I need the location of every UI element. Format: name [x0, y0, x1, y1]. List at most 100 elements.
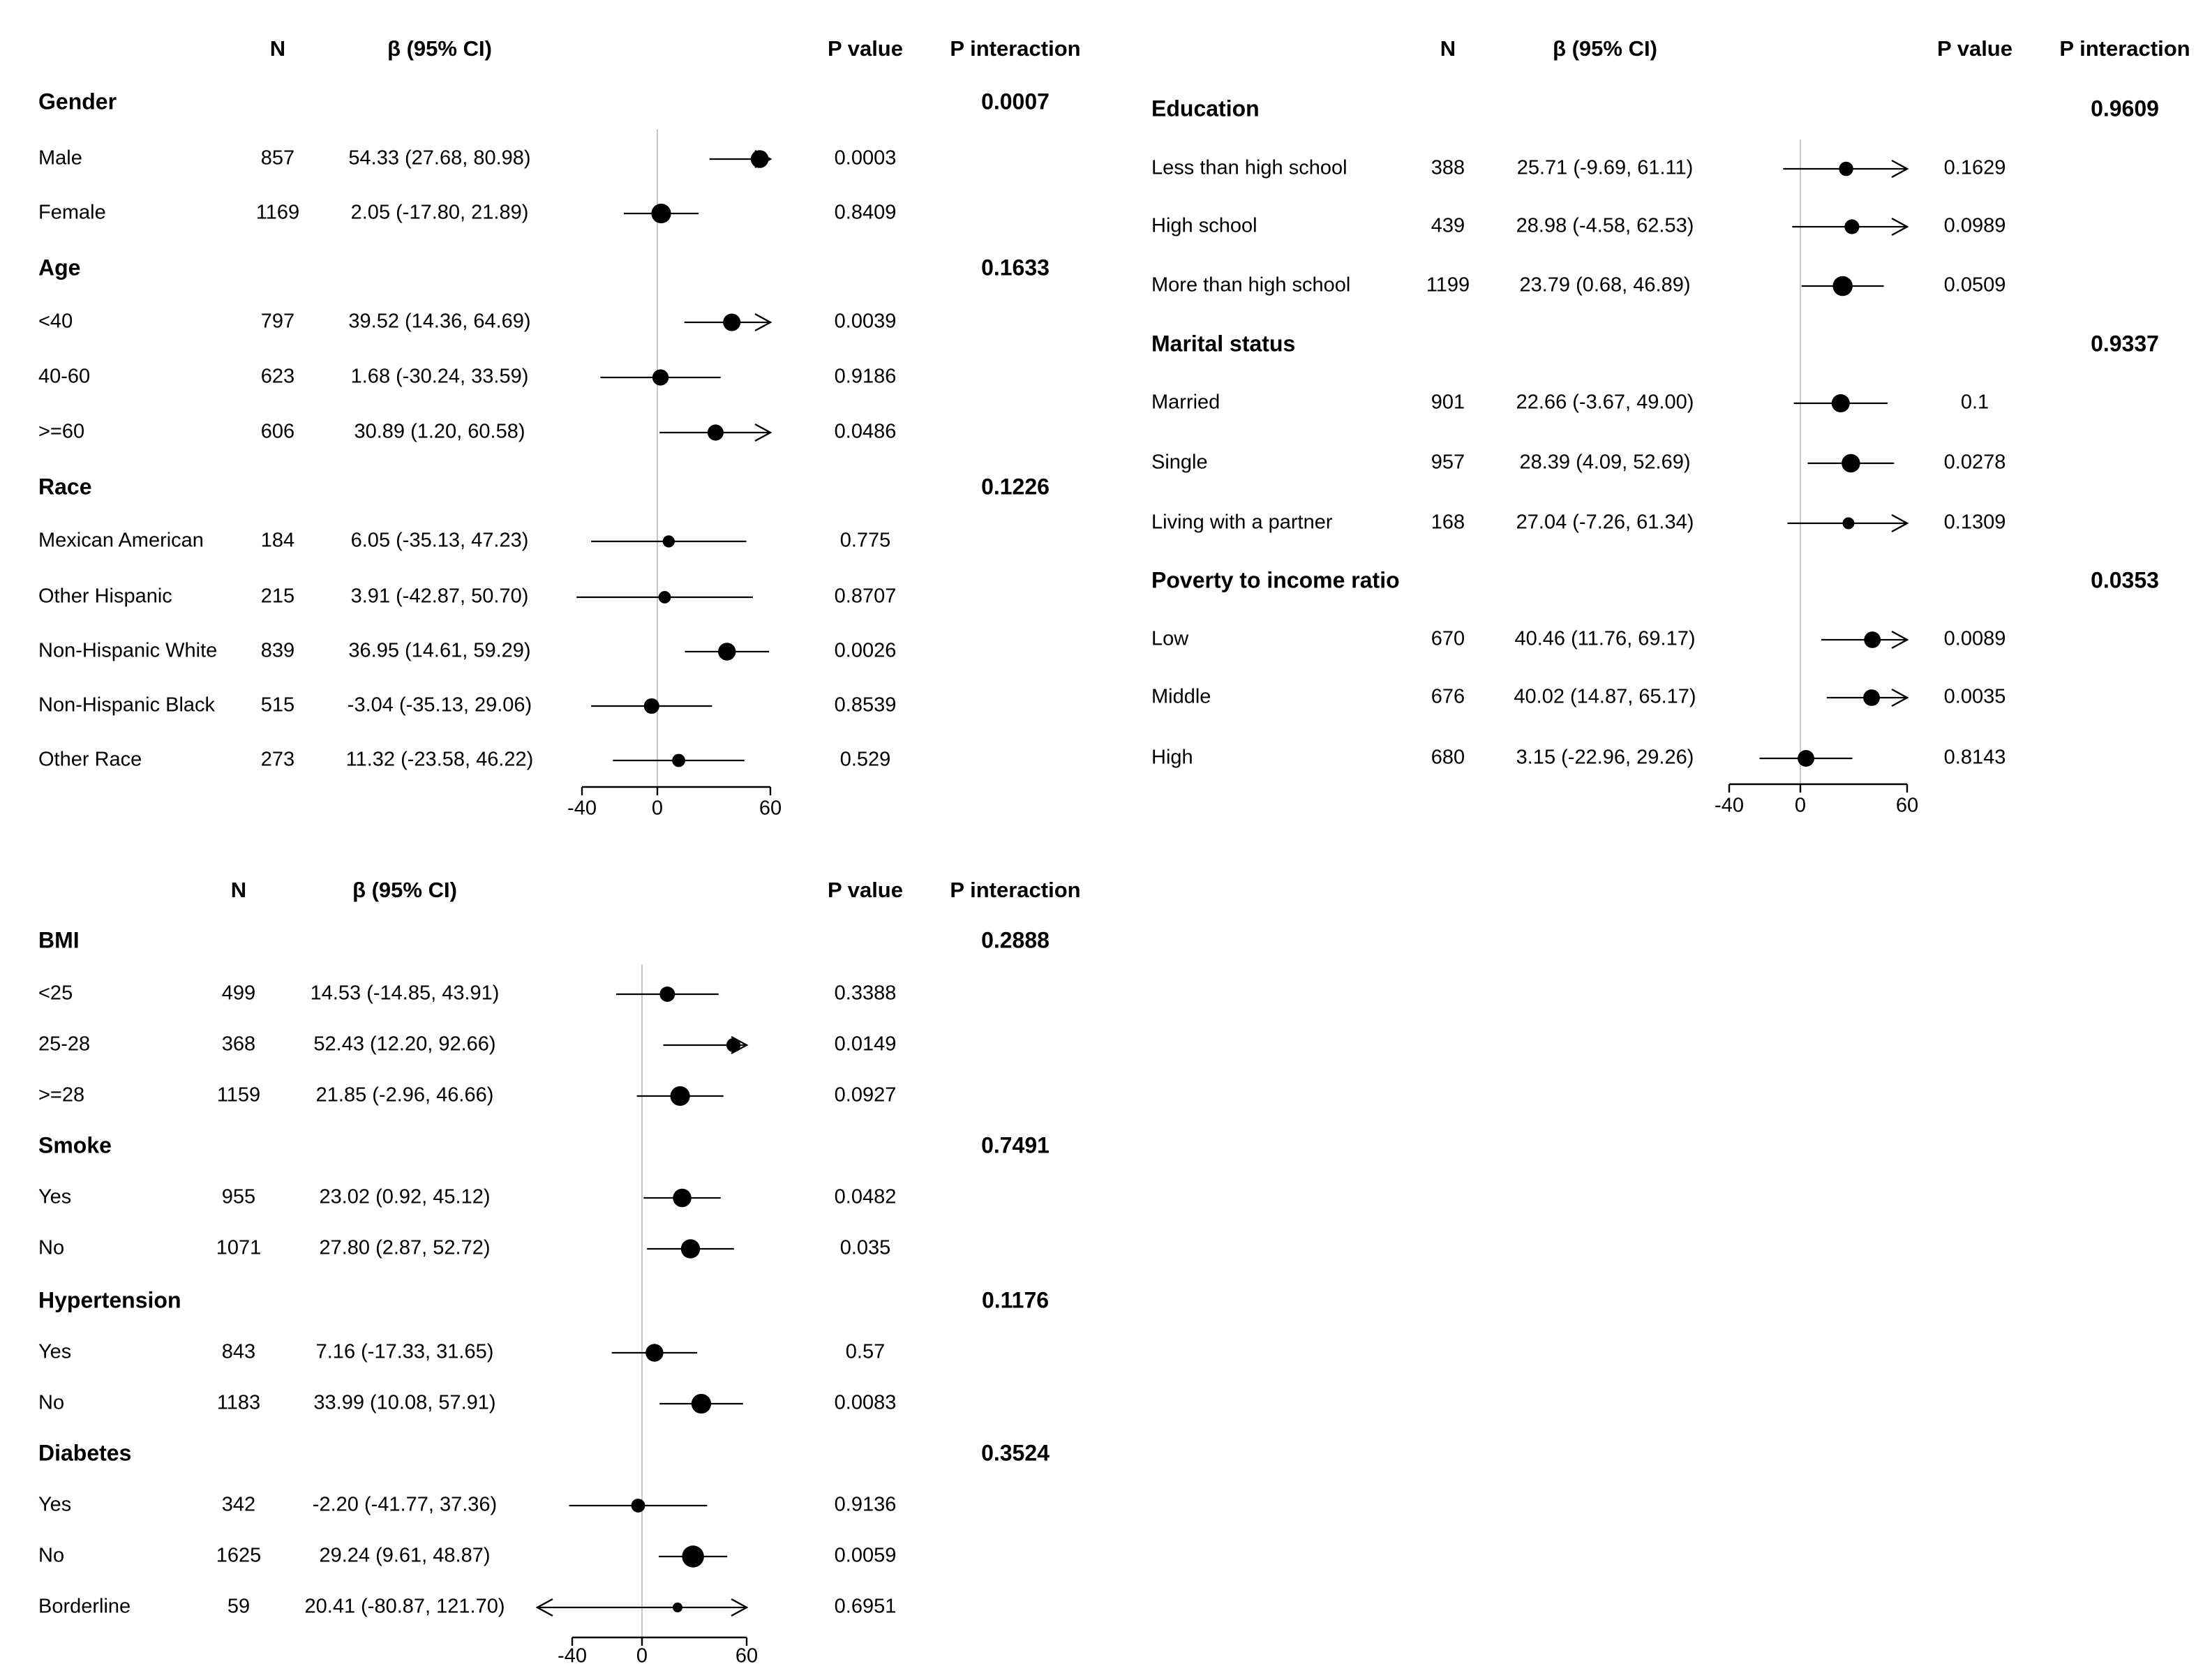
- row-beta-ci: 2.05 (-17.80, 21.89): [351, 202, 529, 224]
- row-n: 670: [1431, 628, 1465, 650]
- p-interaction-value: 0.3524: [981, 1440, 1050, 1465]
- group-label: Marital status: [1151, 331, 1295, 356]
- forest-row: Other Hispanic 215 3.91 (-42.87, 50.70) 0.8…: [38, 585, 896, 608]
- point-estimate: [1863, 689, 1880, 706]
- point-estimate: [682, 1545, 704, 1568]
- row-beta-ci: 39.52 (14.36, 64.69): [348, 310, 530, 333]
- row-label: Less than high school: [1151, 157, 1347, 179]
- forest-row: Middle 676 40.02 (14.87, 65.17) 0.0035: [1151, 686, 2006, 708]
- row-label: <40: [38, 310, 73, 333]
- row-n: 273: [261, 749, 294, 771]
- point-estimate: [1839, 161, 1853, 177]
- row-label: <25: [38, 982, 73, 1005]
- forest-row: Living with a partner 168 27.04 (-7.26, 61…: [1151, 511, 2006, 534]
- row-label: Middle: [1151, 686, 1211, 708]
- group-label: Gender: [38, 89, 117, 114]
- row-beta-ci: 27.80 (2.87, 52.72): [319, 1237, 490, 1259]
- forest-row: Less than high school 388 25.71 (-9.69, 61…: [1151, 157, 2006, 179]
- row-n: 1199: [1426, 274, 1470, 297]
- row-beta-ci: -2.20 (-41.77, 37.36): [313, 1494, 497, 1516]
- row-p-value: 0.8409: [835, 202, 897, 224]
- row-p-value: 0.57: [846, 1341, 885, 1363]
- row-label: Mexican American: [38, 530, 204, 552]
- forest-row: Yes 955 23.02 (0.92, 45.12) 0.0482: [38, 1186, 896, 1208]
- forest-row: Yes 342 -2.20 (-41.77, 37.36) 0.9136: [38, 1494, 896, 1516]
- x-tick-label: 60: [759, 797, 782, 820]
- p-interaction-value: 0.9609: [2091, 96, 2159, 121]
- header-beta-ci: β (95% CI): [352, 878, 457, 902]
- point-estimate: [1832, 276, 1853, 297]
- forest-row: No 1183 33.99 (10.08, 57.91) 0.0083: [38, 1392, 896, 1414]
- group-label: BMI: [38, 927, 80, 952]
- row-n: 184: [261, 530, 294, 552]
- row-p-value: 0.8143: [1944, 747, 2006, 769]
- row-label: Yes: [38, 1186, 71, 1208]
- group-label: Smoke: [38, 1132, 112, 1157]
- row-p-value: 0.0486: [835, 421, 897, 443]
- forest-row: Male 857 54.33 (27.68, 80.98) 0.0003: [38, 147, 896, 170]
- group-label: Hypertension: [38, 1287, 181, 1312]
- row-p-value: 0.0509: [1944, 274, 2006, 297]
- point-estimate: [672, 753, 685, 767]
- row-p-value: 0.0149: [835, 1033, 897, 1056]
- forest-row: <25 499 14.53 (-14.85, 43.91) 0.3388: [38, 982, 896, 1005]
- row-label: Married: [1151, 391, 1220, 414]
- header-p-interaction: P interaction: [2059, 36, 2190, 61]
- row-label: 25-28: [38, 1033, 90, 1056]
- point-estimate: [673, 1188, 692, 1208]
- row-n: 955: [222, 1186, 255, 1208]
- row-p-value: 0.8539: [835, 694, 897, 717]
- row-n: 857: [261, 147, 294, 170]
- row-beta-ci: 25.71 (-9.69, 61.11): [1517, 157, 1694, 179]
- row-p-value: 0.9136: [835, 1494, 897, 1516]
- row-n: 839: [261, 640, 294, 662]
- row-n: 901: [1431, 391, 1465, 414]
- header-p-value: P value: [1937, 36, 2012, 61]
- row-n: 388: [1431, 157, 1465, 179]
- point-estimate: [651, 203, 671, 224]
- header-n: N: [231, 878, 246, 902]
- header-n: N: [270, 36, 285, 61]
- row-label: No: [38, 1237, 64, 1259]
- row-n: 368: [222, 1033, 255, 1056]
- point-estimate: [643, 698, 659, 714]
- row-n: 606: [261, 421, 294, 443]
- row-p-value: 0.775: [840, 530, 891, 552]
- x-tick-label: 60: [1896, 795, 1918, 817]
- row-p-value: 0.0989: [1944, 215, 2006, 237]
- point-estimate: [718, 643, 736, 661]
- forest-row: High school 439 28.98 (-4.58, 62.53) 0.0989: [1151, 215, 2006, 237]
- row-beta-ci: 54.33 (27.68, 80.98): [348, 147, 530, 170]
- point-estimate: [750, 150, 769, 168]
- row-beta-ci: 11.32 (-23.58, 46.22): [346, 749, 534, 771]
- point-estimate: [672, 1602, 683, 1613]
- row-beta-ci: -3.04 (-35.13, 29.06): [348, 694, 532, 717]
- row-label: More than high school: [1151, 274, 1350, 297]
- ci-arrow-right: [1891, 688, 1909, 707]
- row-beta-ci: 40.02 (14.87, 65.17): [1514, 686, 1696, 708]
- forest-row: Non-Hispanic White 839 36.95 (14.61, 59.29…: [38, 640, 896, 662]
- ci-arrow-right: [1891, 217, 1909, 237]
- row-p-value: 0.1629: [1944, 157, 2006, 179]
- row-beta-ci: 3.91 (-42.87, 50.70): [351, 585, 529, 608]
- p-interaction-value: 0.0007: [981, 89, 1050, 114]
- row-beta-ci: 33.99 (10.08, 57.91): [313, 1392, 495, 1414]
- row-p-value: 0.0482: [835, 1186, 897, 1208]
- x-tick-label: -40: [558, 1645, 587, 1667]
- forest-row: Other Race 273 11.32 (-23.58, 46.22) 0.529: [38, 749, 890, 771]
- forest-row: Borderline 59 20.41 (-80.87, 121.70) 0.6951: [38, 1596, 896, 1618]
- row-beta-ci: 23.79 (0.68, 46.89): [1519, 274, 1690, 297]
- row-beta-ci: 14.53 (-14.85, 43.91): [311, 982, 500, 1005]
- forest-row: Mexican American 184 6.05 (-35.13, 47.23) 0…: [38, 530, 890, 552]
- row-n: 843: [222, 1341, 255, 1363]
- row-p-value: 0.0278: [1944, 451, 2006, 474]
- x-tick-label: 0: [652, 797, 663, 820]
- row-label: Living with a partner: [1151, 511, 1333, 534]
- p-interaction-value: 0.1176: [982, 1287, 1049, 1312]
- row-n: 59: [227, 1596, 250, 1618]
- header-p-interaction: P interaction: [950, 878, 1080, 902]
- point-estimate: [1844, 219, 1860, 234]
